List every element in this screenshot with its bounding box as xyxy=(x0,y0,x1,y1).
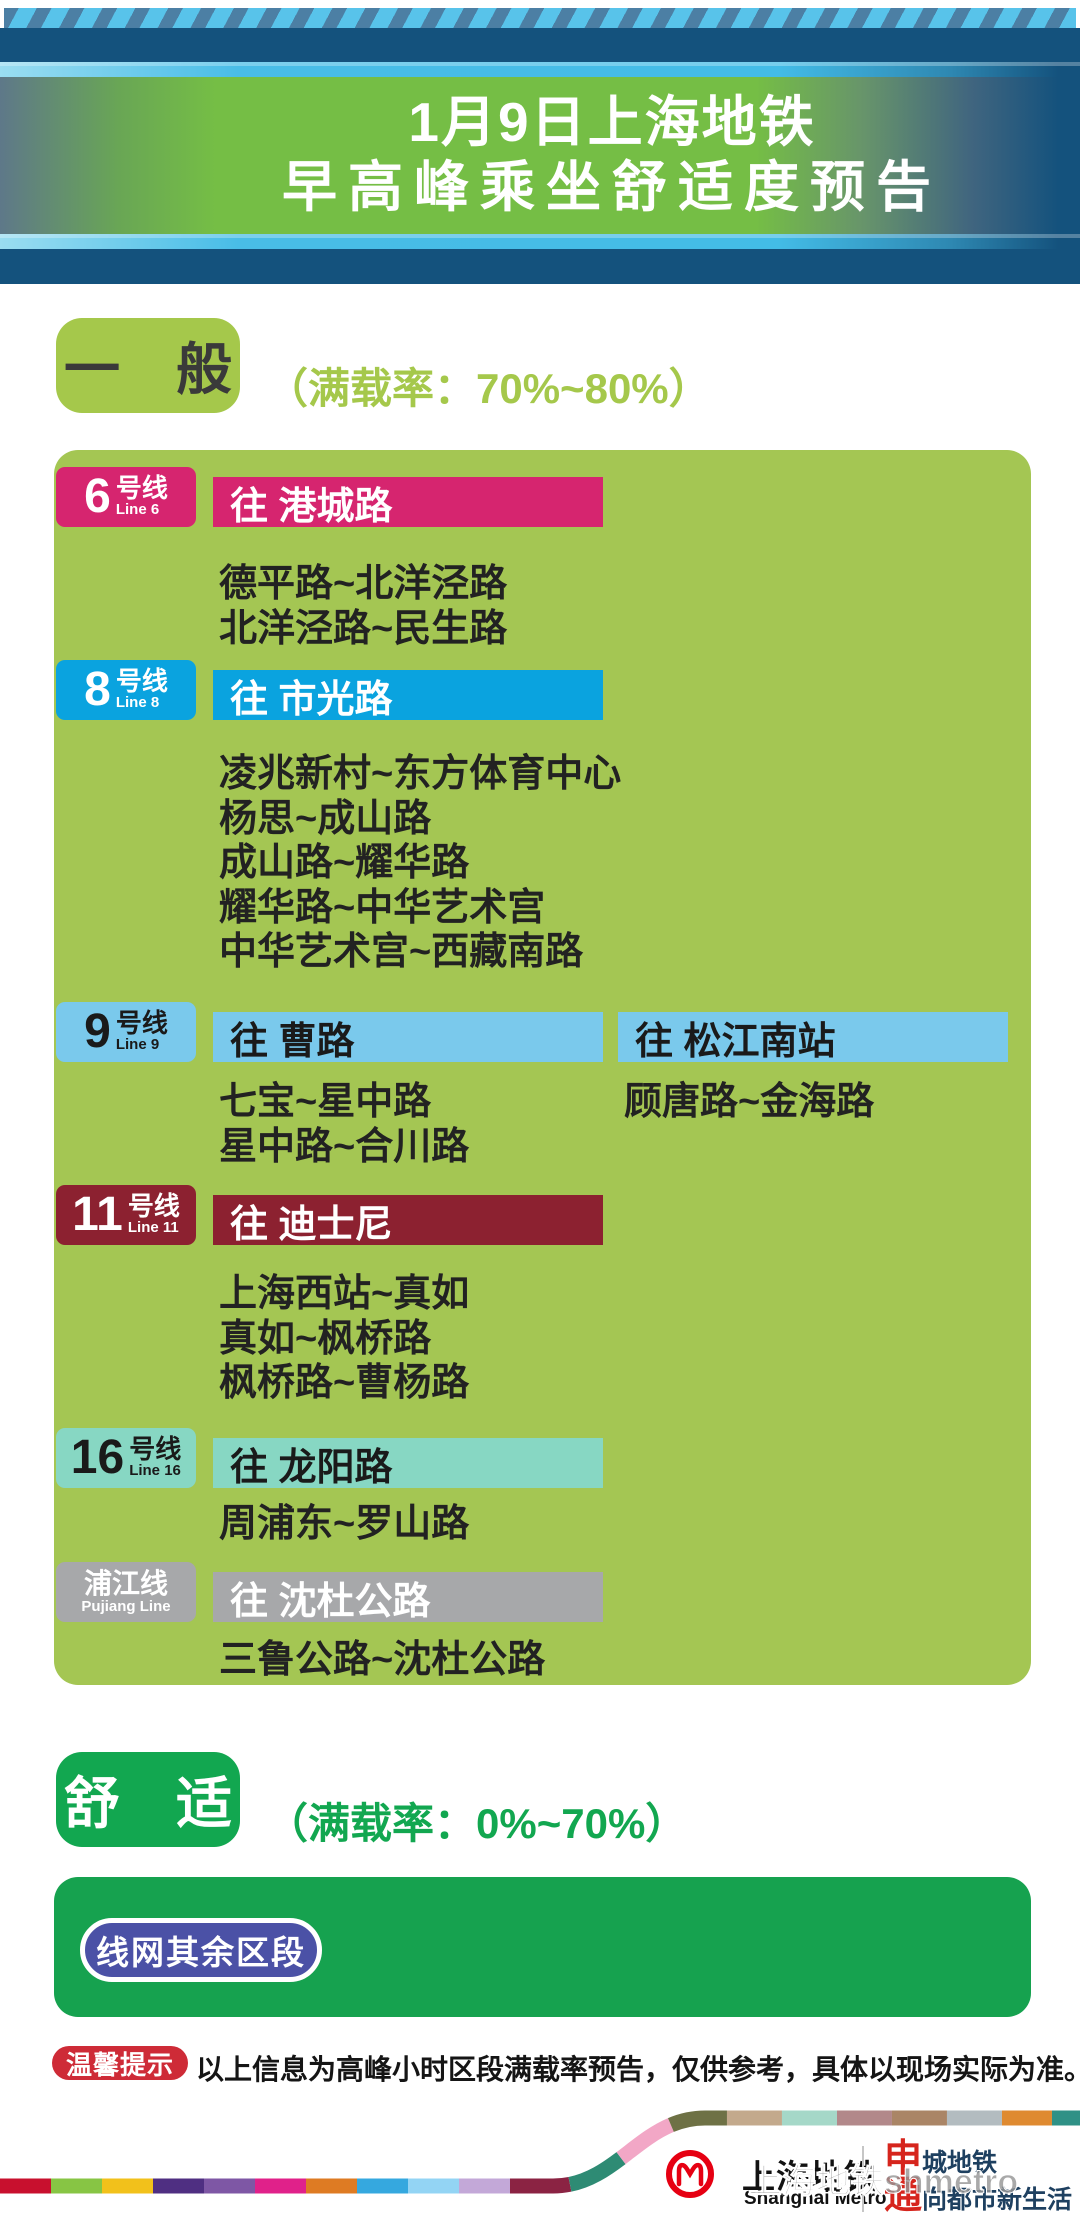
header-title-panel xyxy=(0,77,1080,234)
watermark-text: 上海地铁shmetro xyxy=(747,2163,1019,2202)
segment-row: 中华艺术宫~西藏南路 xyxy=(219,931,584,973)
direction-bar-line9-0: 往 曹路 xyxy=(213,1012,603,1063)
header-stripes-bar xyxy=(4,8,1076,28)
line-suffix: 号线 xyxy=(127,1191,180,1222)
footer-slogan-line2: 通向都市新生活 xyxy=(884,2175,1073,2218)
notice-badge: 温馨提示 xyxy=(52,2046,188,2080)
line-number: 6 xyxy=(84,470,111,523)
comfortable-level-badge: 舒 适 xyxy=(56,1752,240,1847)
general-level-badge: 一 般 xyxy=(56,318,240,413)
line-suffix: 号线 xyxy=(115,666,168,697)
direction-bar-line8-0: 往 市光路 xyxy=(213,670,603,721)
direction-bar-line16-0: 往 龙阳路 xyxy=(213,1438,603,1489)
slogan-rest2: 向都市新生活 xyxy=(922,2185,1073,2214)
page-title-line2: 早高峰乘坐舒适度预告 xyxy=(281,156,943,218)
line-suffix: 号线 xyxy=(115,1008,168,1039)
line-badge-pujiang: 浦江线 Pujiang Line xyxy=(56,1562,196,1622)
header xyxy=(0,28,1080,284)
footer-slogan-line1: 申城地铁 xyxy=(884,2138,1072,2181)
line-subtitle: Line 16 xyxy=(129,1462,181,1480)
segment-row: 七宝~星中路 xyxy=(219,1081,432,1123)
line-badge-line9: 9 号线 Line 9 xyxy=(56,1002,196,1062)
rest-of-network-chip: 线网其余区段 xyxy=(80,1918,322,1982)
segment-row: 上海西站~真如 xyxy=(219,1273,470,1315)
line-badge-line8: 8 号线 Line 8 xyxy=(56,660,196,720)
line-badge-line6: 6 号线 Line 6 xyxy=(56,467,196,527)
metro-logo-name-cn: 上海地铁 xyxy=(742,2158,878,2195)
footer-divider xyxy=(862,2146,864,2212)
shanghai-metro-logo-icon xyxy=(666,2150,714,2198)
line-number: 11 xyxy=(72,1188,123,1241)
line-badge-line11: 11 号线 Line 11 xyxy=(56,1185,196,1245)
line-subtitle: Pujiang Line xyxy=(81,1598,171,1616)
header-light-band-bottom xyxy=(0,234,1080,249)
segment-row: 德平路~北洋泾路 xyxy=(219,563,508,605)
general-level-note: （满载率：70%~80%） xyxy=(266,365,711,412)
metro-logo-name-en: Shanghai Metro xyxy=(744,2188,887,2209)
line-subtitle: Line 11 xyxy=(127,1219,179,1237)
segment-row: 杨思~成山路 xyxy=(219,797,432,840)
line-number: 9 xyxy=(84,1005,111,1058)
ribbon-segment xyxy=(0,2110,1080,2194)
segment-row: 真如~枫桥路 xyxy=(219,1317,432,1360)
slogan-accent-char1: 申 xyxy=(884,2138,923,2181)
line-name: 浦江线 xyxy=(83,1567,168,1599)
direction-bar-pujiang-0: 往 沈杜公路 xyxy=(213,1572,603,1623)
ribbon-segment xyxy=(0,2110,1080,2194)
segment-row: 星中路~合川路 xyxy=(219,1125,470,1168)
segment-row: 周浦东~罗山路 xyxy=(219,1503,470,1545)
segment-row: 北洋泾路~民生路 xyxy=(219,607,508,650)
line-suffix: 号线 xyxy=(115,473,168,504)
notice-text: 以上信息为高峰小时区段满载率预告，仅供参考，具体以现场实际为准。 xyxy=(196,2054,1080,2085)
line-subtitle: Line 6 xyxy=(115,501,160,519)
line-subtitle: Line 8 xyxy=(115,694,160,712)
page-title-line1: 1月9日上海地铁 xyxy=(408,91,816,153)
page-title: 1月9日上海地铁 早高峰乘坐舒适度预告 xyxy=(282,92,942,216)
ribbon-segment xyxy=(0,2110,1080,2194)
segment-row: 耀华路~中华艺术宫 xyxy=(219,886,546,929)
direction-bar-line6-0: 往 港城路 xyxy=(213,477,603,528)
footer-slogan: 申城地铁 通向都市新生活 xyxy=(884,2138,1073,2218)
header-light-band-top xyxy=(0,62,1080,77)
segment-row: 顾唐路~金海路 xyxy=(624,1081,875,1123)
direction-bar-line11-0: 往 迪士尼 xyxy=(213,1195,603,1246)
line-number: 16 xyxy=(70,1431,125,1484)
segment-row: 枫桥路~曹杨路 xyxy=(219,1362,470,1404)
segment-row: 凌兆新村~东方体育中心 xyxy=(219,753,622,795)
line-suffix: 号线 xyxy=(129,1434,182,1465)
slogan-rest1: 城地铁 xyxy=(922,2148,998,2177)
metro-ribbon xyxy=(0,2110,1080,2194)
segment-row: 成山路~耀华路 xyxy=(219,842,470,884)
line-subtitle: Line 9 xyxy=(115,1036,160,1054)
slogan-accent-char2: 通 xyxy=(884,2175,923,2218)
line-number: 8 xyxy=(84,663,111,716)
line-badge-line16: 16 号线 Line 16 xyxy=(56,1428,196,1488)
segment-row: 三鲁公路~沈杜公路 xyxy=(219,1639,546,1681)
comfortable-level-note: （满载率：0%~70%） xyxy=(266,1800,688,1847)
direction-bar-line9-1: 往 松江南站 xyxy=(618,1012,1008,1063)
